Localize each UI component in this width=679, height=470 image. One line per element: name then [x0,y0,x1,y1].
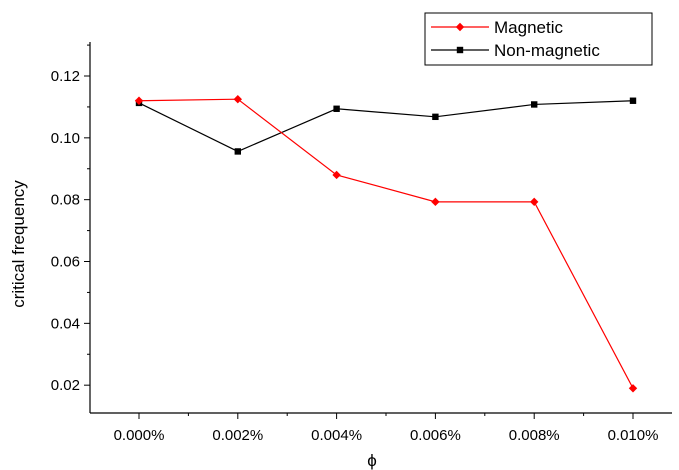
x-tick-label: 0.000% [114,427,165,444]
series-magnetic [134,94,638,393]
axes: 0.02 0.04 0.06 0.08 0.10 0.12 0.000% 0.002% 0.00… [51,42,672,444]
x-tick-label: 0.004% [311,427,362,444]
legend-marker-non-magnetic [456,46,464,54]
data-point-magnetic [431,197,440,207]
data-point-magnetic [134,96,144,105]
x-tick-label: 0.002% [212,427,263,444]
x-tick-label: 0.006% [410,427,461,444]
y-axis-title: critical frequency [9,180,28,308]
series-line-magnetic [138,98,634,389]
series-non-magnetic [135,97,637,155]
data-point-magnetic [530,197,539,207]
legend-marker-magnetic [455,22,465,32]
series-line-non-magnetic [138,100,634,153]
y-tick-label: 0.10 [51,130,80,147]
y-tick-label: 0.02 [51,377,80,394]
data-point-magnetic [332,170,341,180]
x-tick-label: 0.010% [608,427,659,444]
legend-box [424,12,653,66]
series-layer [134,94,638,393]
data-point-non-magnetic [432,113,439,121]
data-point-non-magnetic [531,101,538,108]
data-point-magnetic [233,94,242,104]
legend-label-magnetic: Magnetic [494,18,563,37]
data-point-non-magnetic [234,148,241,155]
data-point-non-magnetic [333,105,340,112]
x-axis-title: ϕ [367,451,377,470]
y-tick-label: 0.06 [51,254,80,271]
y-tick-label: 0.04 [51,315,80,332]
y-tick-label: 0.12 [51,68,80,85]
data-point-magnetic [628,384,638,393]
legend: Magnetic Non-magnetic [424,12,653,66]
x-tick-label: 0.008% [509,427,560,444]
legend-label-non-magnetic: Non-magnetic [494,41,600,60]
y-tick-label: 0.08 [51,192,80,209]
data-point-non-magnetic [629,97,637,104]
